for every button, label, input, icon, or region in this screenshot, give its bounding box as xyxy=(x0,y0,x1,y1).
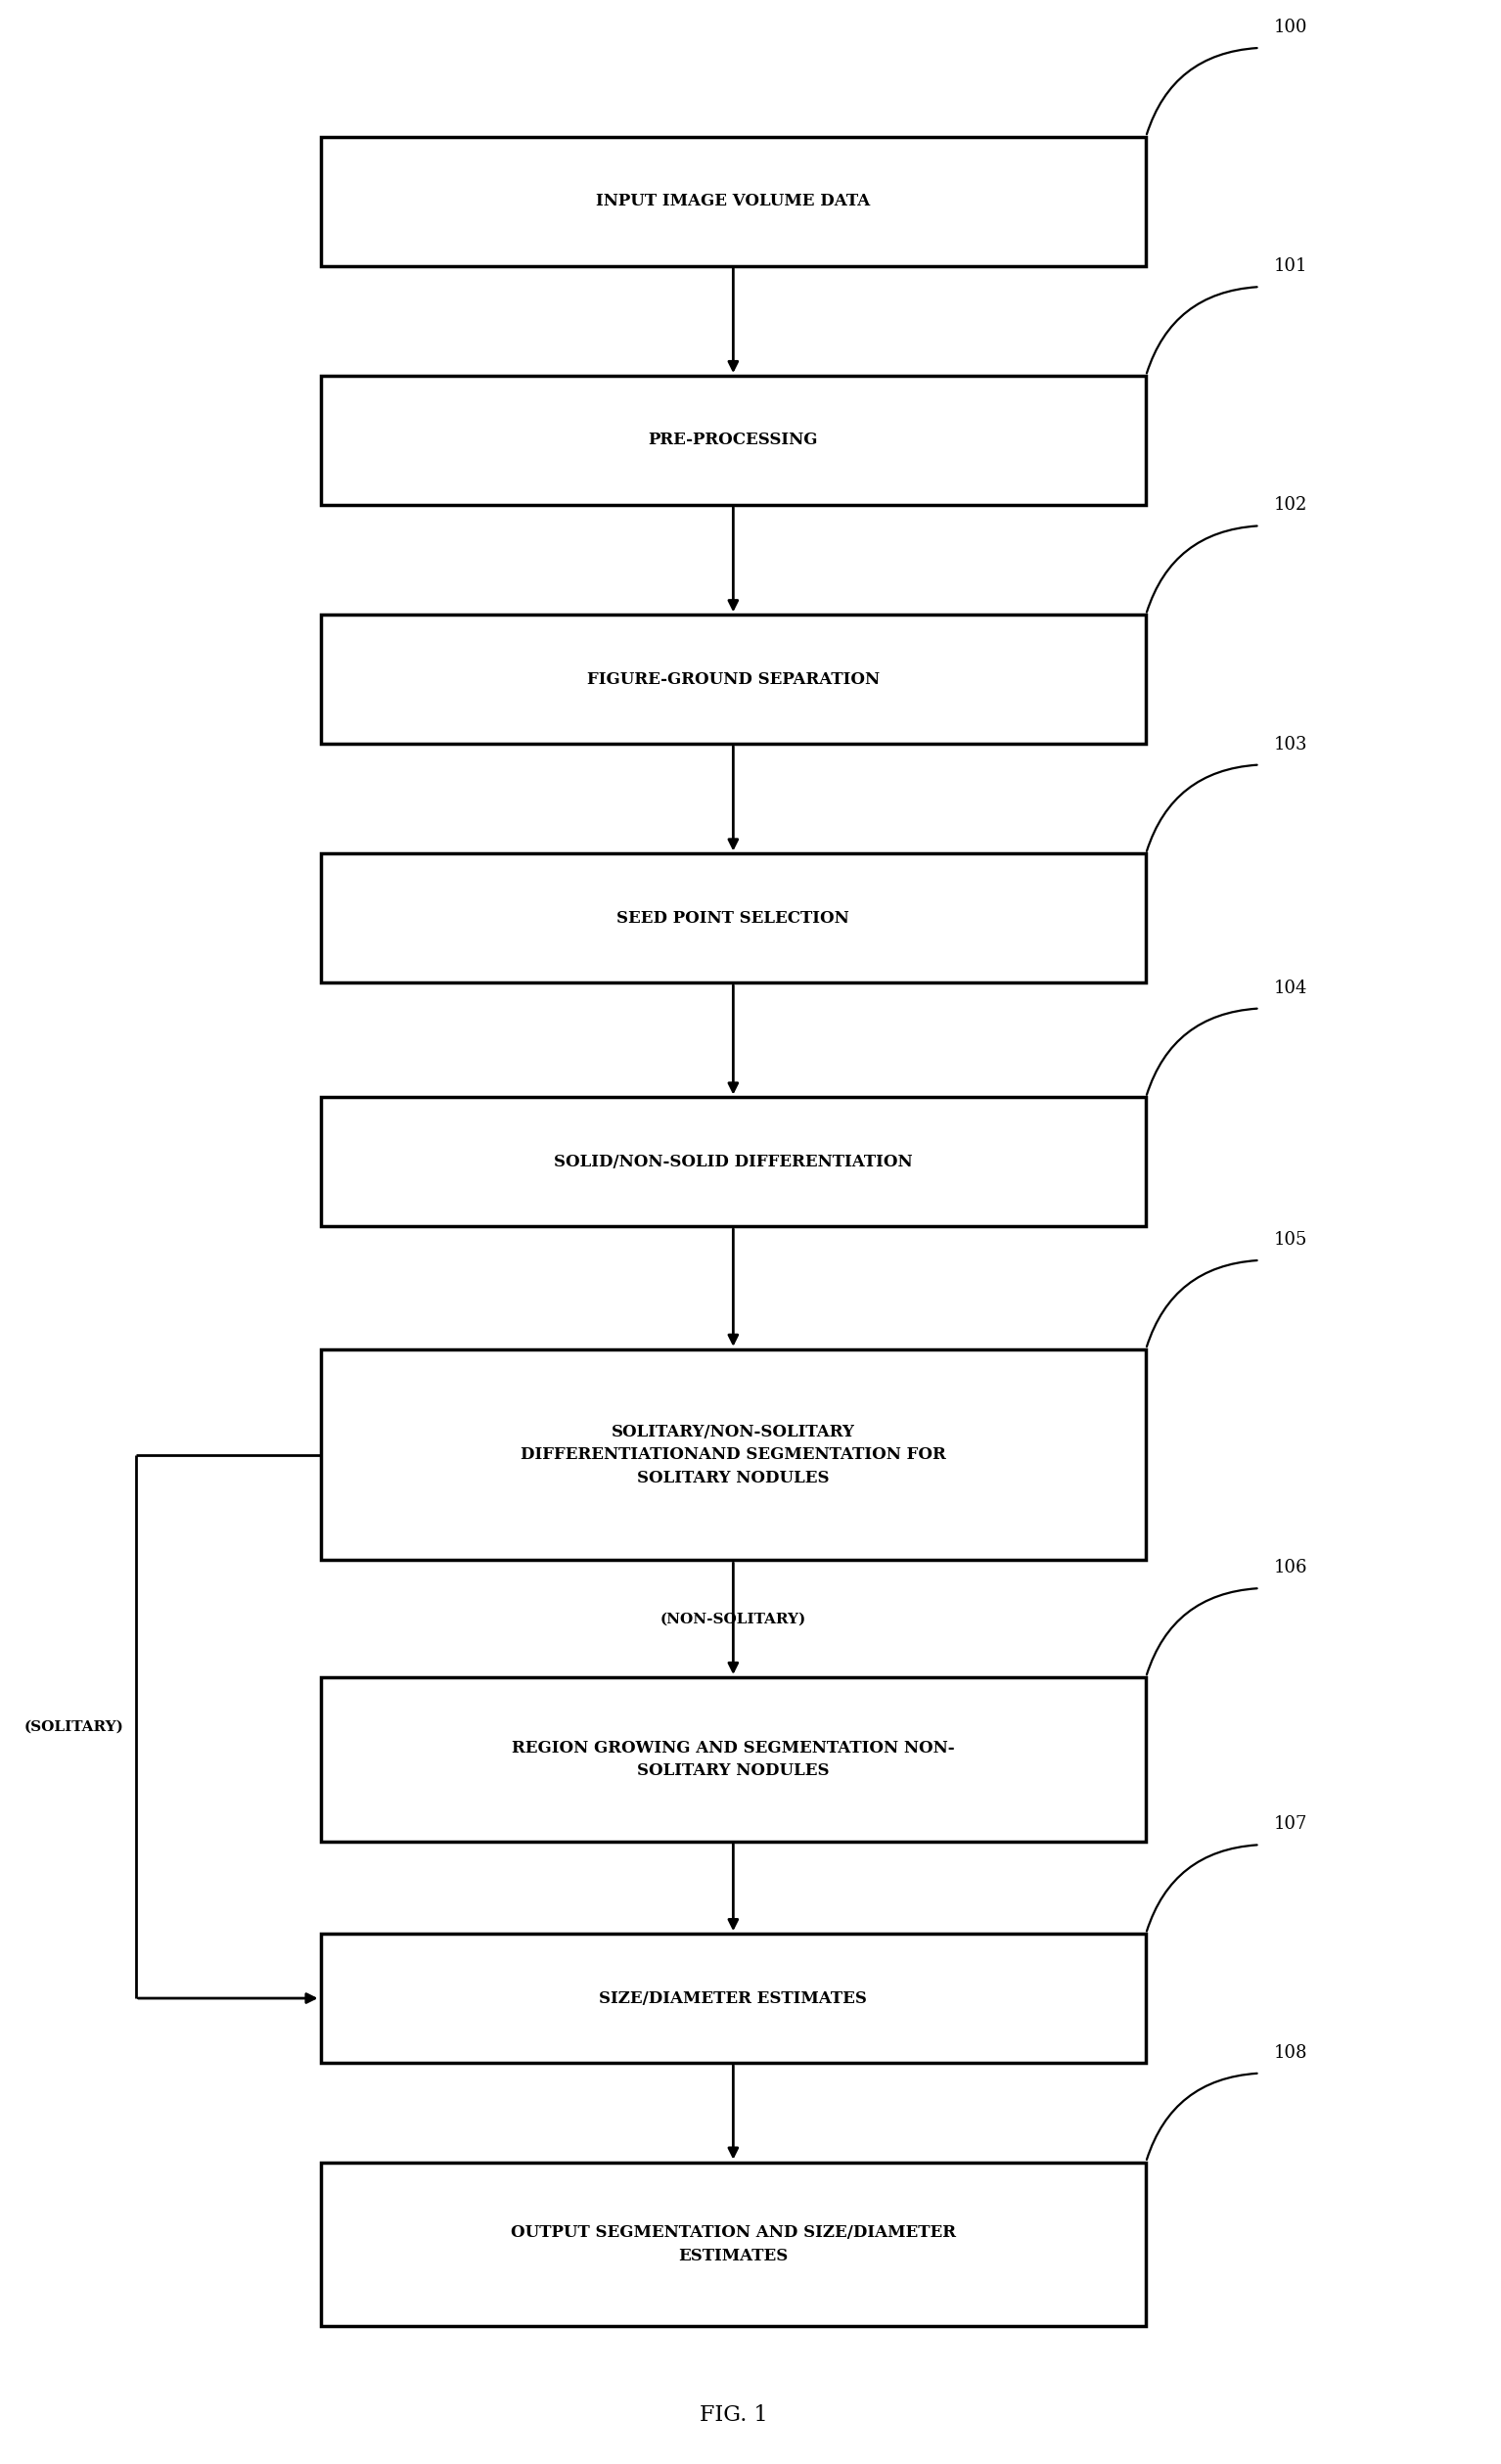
FancyBboxPatch shape xyxy=(321,1096,1145,1227)
Text: FIG. 1: FIG. 1 xyxy=(699,2405,767,2427)
Text: SOLID/NON-SOLID DIFFERENTIATION: SOLID/NON-SOLID DIFFERENTIATION xyxy=(554,1153,913,1170)
Text: 104: 104 xyxy=(1274,978,1307,995)
Text: (NON-SOLITARY): (NON-SOLITARY) xyxy=(660,1611,806,1626)
FancyBboxPatch shape xyxy=(321,853,1145,983)
FancyBboxPatch shape xyxy=(321,1934,1145,2062)
Text: 101: 101 xyxy=(1274,256,1307,276)
Text: PRE-PROCESSING: PRE-PROCESSING xyxy=(648,431,818,448)
FancyBboxPatch shape xyxy=(321,1350,1145,1560)
Text: 103: 103 xyxy=(1274,734,1307,754)
FancyBboxPatch shape xyxy=(321,1678,1145,1841)
Text: 105: 105 xyxy=(1274,1232,1307,1249)
FancyBboxPatch shape xyxy=(321,377,1145,505)
Text: 107: 107 xyxy=(1274,1816,1307,1833)
FancyBboxPatch shape xyxy=(321,616,1145,744)
FancyBboxPatch shape xyxy=(321,138,1145,266)
Text: 102: 102 xyxy=(1274,495,1307,515)
Text: (SOLITARY): (SOLITARY) xyxy=(24,1720,125,1732)
Text: 100: 100 xyxy=(1274,20,1307,37)
Text: SEED POINT SELECTION: SEED POINT SELECTION xyxy=(617,909,850,926)
FancyBboxPatch shape xyxy=(321,2163,1145,2326)
Text: FIGURE-GROUND SEPARATION: FIGURE-GROUND SEPARATION xyxy=(587,670,880,687)
Text: OUTPUT SEGMENTATION AND SIZE/DIAMETER
ESTIMATES: OUTPUT SEGMENTATION AND SIZE/DIAMETER ES… xyxy=(510,2225,956,2264)
Text: SOLITARY/NON-SOLITARY
DIFFERENTIATIONAND SEGMENTATION FOR
SOLITARY NODULES: SOLITARY/NON-SOLITARY DIFFERENTIATIONAND… xyxy=(521,1424,946,1486)
Text: 108: 108 xyxy=(1274,2043,1307,2062)
Text: 106: 106 xyxy=(1274,1560,1307,1577)
Text: SIZE/DIAMETER ESTIMATES: SIZE/DIAMETER ESTIMATES xyxy=(599,1991,868,2006)
Text: REGION GROWING AND SEGMENTATION NON-
SOLITARY NODULES: REGION GROWING AND SEGMENTATION NON- SOL… xyxy=(512,1740,955,1779)
Text: INPUT IMAGE VOLUME DATA: INPUT IMAGE VOLUME DATA xyxy=(596,192,871,209)
